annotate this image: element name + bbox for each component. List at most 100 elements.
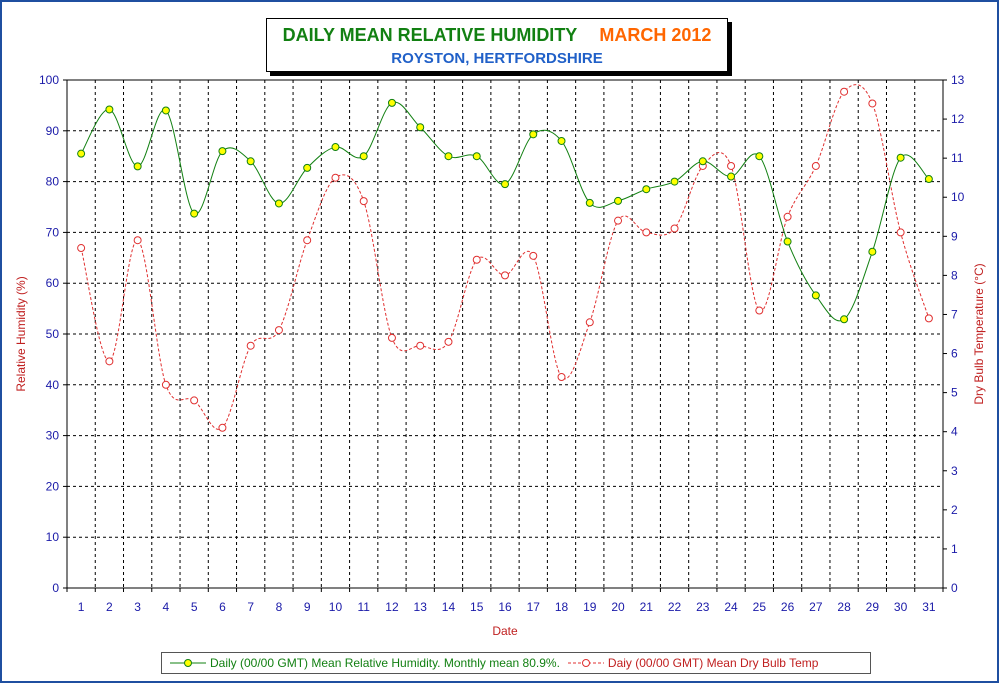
- temperature-point: [359, 197, 368, 206]
- temperature-point: [246, 341, 255, 350]
- x-tick-label: 15: [470, 600, 484, 614]
- chart-title-month: MARCH 2012: [599, 25, 712, 45]
- title-box: DAILY MEAN RELATIVE HUMIDITY MARCH 2012 R…: [266, 18, 728, 72]
- x-axis-ticks: 1 2 3 4 5 6 7 8 9 10 11 12 13 14 15 16 17 18 19 20 21 22 23 24 2…: [66, 588, 944, 614]
- chart-title: DAILY MEAN RELATIVE HUMIDITY: [282, 25, 578, 45]
- right-tick-label: 3: [951, 464, 958, 478]
- right-tick-label: 9: [951, 229, 958, 243]
- left-tick-label: 50: [46, 327, 60, 341]
- x-tick-label: 3: [134, 600, 141, 614]
- x-axis-label: Date: [492, 624, 518, 638]
- humidity-point: [727, 172, 736, 181]
- x-tick-label: 2: [106, 600, 113, 614]
- x-tick-label: 27: [809, 600, 823, 614]
- right-tick-label: 13: [951, 73, 965, 87]
- legend-swatch-temperature: [567, 659, 604, 667]
- left-tick-label: 0: [52, 581, 59, 595]
- humidity-point: [783, 237, 792, 246]
- temperature-point: [755, 306, 764, 315]
- left-tick-label: 10: [46, 530, 60, 544]
- x-tick-label: 20: [611, 600, 625, 614]
- title-line: DAILY MEAN RELATIVE HUMIDITY MARCH 2012: [267, 25, 727, 46]
- x-tick-label: 16: [498, 600, 512, 614]
- temperature-point: [670, 224, 679, 233]
- right-tick-label: 4: [951, 425, 958, 439]
- temperature-point: [133, 236, 142, 245]
- grid-lines: [67, 80, 943, 588]
- x-tick-label: 17: [527, 600, 541, 614]
- right-tick-label: 5: [951, 386, 958, 400]
- temperature-point: [868, 99, 877, 108]
- right-tick-label: 8: [951, 268, 958, 282]
- temperature-point: [840, 87, 849, 96]
- humidity-point: [755, 152, 764, 161]
- temperature-point: [416, 341, 425, 350]
- humidity-point: [642, 185, 651, 194]
- humidity-point: [840, 315, 849, 324]
- x-tick-label: 7: [247, 600, 254, 614]
- left-tick-label: 30: [46, 429, 60, 443]
- right-tick-label: 10: [951, 190, 965, 204]
- right-tick-label: 0: [951, 581, 958, 595]
- x-tick-label: 26: [781, 600, 795, 614]
- humidity-point: [246, 157, 255, 166]
- humidity-point: [529, 130, 538, 139]
- left-tick-label: 70: [46, 225, 60, 239]
- humidity-point: [811, 291, 820, 300]
- x-tick-label: 8: [276, 600, 283, 614]
- x-tick-label: 24: [724, 600, 738, 614]
- legend-item-temperature: Daiy (00/00 GMT) Mean Dry Bulb Temp: [560, 656, 818, 670]
- temperature-point: [727, 161, 736, 170]
- temperature-point: [77, 244, 86, 253]
- temperature-point: [387, 333, 396, 342]
- humidity-point: [501, 180, 509, 189]
- chart-subtitle: ROYSTON, HERTFORDSHIRE: [391, 50, 603, 67]
- humidity-point: [585, 198, 594, 207]
- x-tick-label: 5: [191, 600, 198, 614]
- humidity-point: [105, 105, 114, 114]
- temperature-point: [444, 337, 453, 346]
- temperature-point: [642, 228, 651, 237]
- temperature-point: [161, 380, 170, 389]
- humidity-point: [698, 157, 707, 166]
- x-tick-label: 30: [894, 600, 908, 614]
- series-humidity: [77, 98, 933, 324]
- left-tick-label: 40: [46, 378, 60, 392]
- temperature-point: [190, 396, 199, 405]
- temperature-point: [896, 228, 905, 237]
- humidity-point: [274, 199, 283, 208]
- humidity-point: [303, 163, 312, 172]
- humidity-point: [670, 177, 679, 186]
- humidity-point: [331, 143, 340, 152]
- temperature-point: [501, 271, 509, 280]
- temperature-point: [303, 236, 312, 245]
- left-axis-ticks: 0 10 20 30 40 50 60 70 80 90 100: [39, 73, 67, 595]
- right-tick-label: 11: [951, 151, 964, 165]
- temperature-point: [924, 314, 933, 323]
- x-tick-label: 6: [219, 600, 226, 614]
- temperature-point: [811, 161, 820, 170]
- right-tick-label: 1: [951, 542, 958, 556]
- x-tick-label: 18: [555, 600, 569, 614]
- legend-label-humidity: Daily (00/00 GMT) Mean Relative Humidity…: [210, 656, 560, 670]
- legend: Daily (00/00 GMT) Mean Relative Humidity…: [161, 652, 871, 674]
- x-tick-label: 25: [753, 600, 767, 614]
- right-tick-label: 12: [951, 112, 965, 126]
- left-tick-label: 100: [39, 73, 59, 87]
- y-axis-label-left: Relative Humidity (%): [14, 276, 28, 391]
- temperature-point: [783, 212, 792, 221]
- temperature-point: [331, 173, 340, 182]
- humidity-point: [868, 247, 877, 256]
- x-tick-label: 13: [414, 600, 428, 614]
- x-tick-label: 12: [385, 600, 399, 614]
- right-tick-label: 2: [951, 503, 958, 517]
- left-tick-label: 60: [46, 276, 60, 290]
- temperature-point: [614, 216, 623, 225]
- humidity-point: [924, 175, 933, 184]
- humidity-point: [896, 153, 905, 162]
- x-tick-label: 9: [304, 600, 311, 614]
- left-tick-label: 80: [46, 175, 60, 189]
- x-tick-label: 28: [837, 600, 851, 614]
